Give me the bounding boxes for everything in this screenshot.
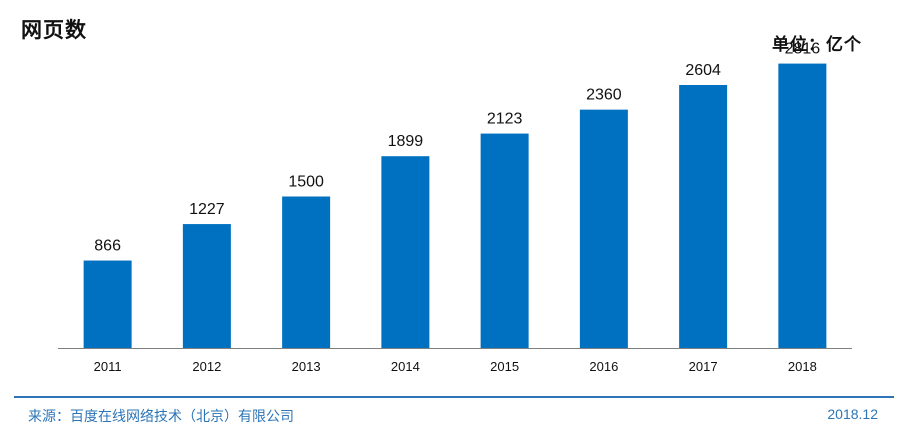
bar-chart: 866 1227 1500 1899 2123 2360 2604 2816 2011 2012…: [58, 41, 852, 374]
bar-value-label-2013: 1500: [288, 174, 324, 191]
x-tick-label-2014: 2014: [391, 359, 420, 374]
bar-2014: [381, 156, 430, 348]
x-tick-label-2013: 2013: [292, 359, 321, 374]
value-label-group: 866 1227 1500 1899 2123 2360 2604 2816: [94, 41, 820, 255]
bar-value-label-2018: 2816: [785, 41, 821, 58]
bar-value-label-2012: 1227: [189, 201, 225, 218]
bar-2011: [83, 260, 132, 348]
source-text: 来源：百度在线网络技术（北京）有限公司: [28, 409, 294, 425]
x-tick-label-2015: 2015: [490, 359, 519, 374]
unit-label: 单位：亿个: [772, 35, 862, 55]
bar-value-label-2017: 2604: [685, 62, 721, 79]
bar-value-label-2011: 866: [94, 238, 121, 255]
x-tick-label-2011: 2011: [94, 359, 122, 374]
bar-2012: [182, 224, 231, 348]
chart-title: 网页数: [21, 17, 87, 42]
x-tick-label-2018: 2018: [788, 359, 817, 374]
footer-divider: [14, 396, 894, 398]
bar-2015: [480, 133, 529, 348]
x-tick-label-2016: 2016: [589, 359, 618, 374]
bar-2016: [579, 109, 628, 348]
x-tick-label-2012: 2012: [192, 359, 221, 374]
bar-value-label-2014: 1899: [388, 133, 424, 150]
x-tick-label-group: 2011 2012 2013 2014 2015 2016 2017 2018: [94, 359, 817, 374]
bar-group: [83, 63, 827, 349]
x-tick-label-2017: 2017: [689, 359, 718, 374]
bar-2013: [282, 196, 331, 348]
bar-value-label-2015: 2123: [487, 111, 523, 128]
date-text: 2018.12: [827, 406, 878, 422]
bar-2017: [679, 84, 728, 348]
bar-value-label-2016: 2360: [586, 87, 622, 104]
bar-2018: [778, 63, 827, 349]
